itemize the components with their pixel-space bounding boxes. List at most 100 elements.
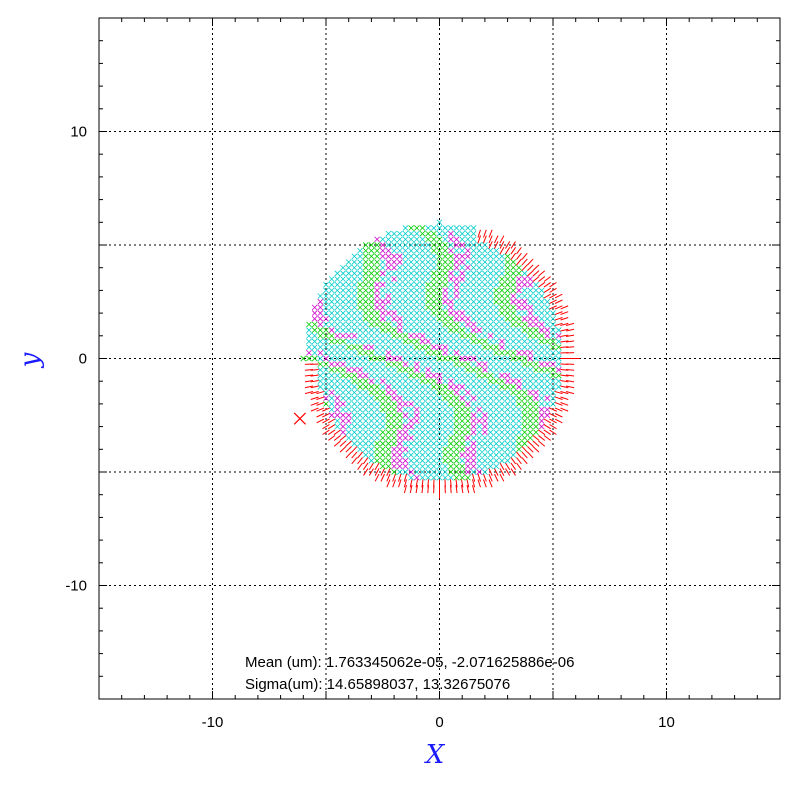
spot-point xyxy=(391,259,397,265)
spot-point xyxy=(465,230,471,237)
spot-point xyxy=(442,281,449,288)
spot-point xyxy=(368,242,375,248)
spot-point xyxy=(413,361,420,368)
spot-point xyxy=(311,304,318,311)
spot-point xyxy=(565,328,575,332)
spot-point xyxy=(470,367,477,373)
spot-point xyxy=(459,412,466,419)
spot-point xyxy=(357,349,363,356)
spot-point xyxy=(538,429,546,436)
spot-point xyxy=(527,401,534,407)
spot-point xyxy=(368,327,375,333)
spot-point xyxy=(448,469,454,475)
spot-point xyxy=(459,298,466,305)
spot-point xyxy=(516,378,522,385)
spot-point xyxy=(510,349,517,356)
spot-point xyxy=(396,349,403,356)
spot-point xyxy=(351,332,358,339)
spot-point xyxy=(493,435,500,441)
spot-point xyxy=(436,349,443,356)
spot-point xyxy=(487,372,494,379)
spot-point xyxy=(499,349,505,356)
spot-point xyxy=(374,418,380,424)
spot-point xyxy=(351,457,358,465)
spot-point xyxy=(465,281,471,288)
spot-point xyxy=(403,473,408,482)
spot-point xyxy=(385,276,392,282)
spot-point xyxy=(357,310,363,316)
spot-point xyxy=(493,259,500,265)
spot-point xyxy=(323,389,329,396)
spot-point xyxy=(385,338,392,345)
spot-point xyxy=(504,423,511,430)
spot-point xyxy=(482,440,488,447)
spot-point xyxy=(453,372,460,379)
spot-point xyxy=(459,429,466,436)
spot-point xyxy=(374,406,380,413)
spot-point xyxy=(385,247,392,254)
spot-point xyxy=(521,293,528,299)
spot-point xyxy=(374,395,380,402)
spot-point xyxy=(362,242,369,248)
spot-point xyxy=(430,281,437,288)
spot-point xyxy=(459,304,466,311)
sigma-annotation: Sigma(um): 14.65898037, 13.32675076 xyxy=(245,676,510,693)
spot-point xyxy=(448,276,454,282)
spot-point xyxy=(510,276,517,282)
spot-point xyxy=(550,327,556,333)
spot-point xyxy=(482,281,488,288)
spot-point xyxy=(493,315,500,322)
spot-point xyxy=(385,344,392,350)
spot-point xyxy=(419,389,426,396)
spot-point xyxy=(482,361,488,368)
spot-point xyxy=(436,321,443,328)
spot-point xyxy=(396,298,403,305)
spot-point xyxy=(413,338,420,345)
spot-point xyxy=(385,452,392,458)
spot-point xyxy=(493,253,500,260)
spot-point xyxy=(419,412,426,419)
spot-point xyxy=(442,355,449,362)
spot-point xyxy=(521,332,528,339)
spot-point xyxy=(374,401,380,407)
spot-point xyxy=(466,484,470,494)
spot-point xyxy=(379,293,386,299)
spot-point xyxy=(448,293,454,299)
spot-point xyxy=(413,355,420,362)
spot-point xyxy=(544,401,551,407)
x-tick-label-10: 10 xyxy=(658,714,675,731)
spot-point xyxy=(419,327,426,333)
spot-point xyxy=(345,349,352,356)
spot-point xyxy=(499,287,505,294)
spot-point xyxy=(413,378,420,385)
spot-point xyxy=(311,321,318,328)
spot-point xyxy=(459,378,466,385)
spot-point xyxy=(386,479,391,488)
spot-point xyxy=(465,270,471,277)
spot-point xyxy=(516,406,522,413)
spot-point xyxy=(533,332,539,339)
spot-point xyxy=(430,469,437,475)
spot-point xyxy=(555,355,562,362)
spot-point xyxy=(453,247,460,254)
spot-point xyxy=(396,264,403,271)
spot-point xyxy=(493,395,500,402)
spot-point xyxy=(521,429,528,436)
spot-point xyxy=(328,378,335,385)
spot-point xyxy=(453,440,460,447)
spot-point xyxy=(419,361,426,368)
spot-point xyxy=(554,390,563,395)
spot-point xyxy=(453,457,460,464)
spot-point xyxy=(459,321,466,328)
spot-point xyxy=(340,264,346,271)
spot-point xyxy=(504,315,511,322)
spot-point xyxy=(391,349,397,356)
spot-point xyxy=(306,332,312,339)
spot-point xyxy=(357,259,363,265)
spot-point xyxy=(436,384,443,390)
spot-point xyxy=(493,264,500,271)
spot-point xyxy=(453,321,460,328)
spot-point xyxy=(351,355,358,362)
spot-point xyxy=(419,270,426,277)
spot-point xyxy=(465,293,471,299)
